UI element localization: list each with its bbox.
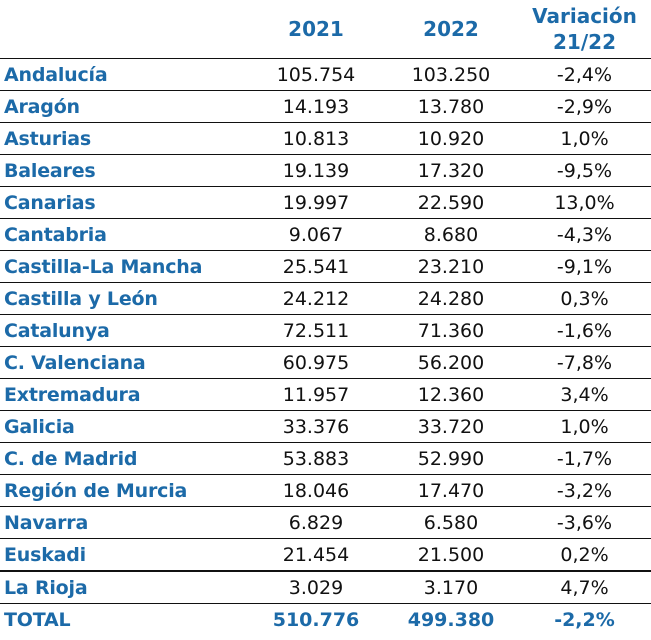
variation-cell: 1,0% [518,410,651,443]
region-cell: Cantabria [0,218,248,251]
value-2021-cell: 19.997 [248,186,384,219]
region-cell: Andalucía [0,58,248,91]
variation-cell: -1,6% [518,314,651,347]
value-2021-cell: 105.754 [248,58,384,91]
value-2022-cell: 6.580 [384,506,518,539]
value-2021-cell: 72.511 [248,314,384,347]
table-row: Catalunya 72.511 71.360 -1,6% [0,314,651,347]
region-cell: Euskadi [0,538,248,571]
region-cell: Asturias [0,122,248,155]
header-2021: 2021 [288,17,344,41]
value-2021-cell: 6.829 [248,506,384,539]
value-2021-cell: 53.883 [248,442,384,475]
value-2021-cell: 14.193 [248,90,384,123]
value-2021-cell: 19.139 [248,154,384,187]
value-2022-cell: 52.990 [384,442,518,475]
value-2022-cell: 3.170 [384,570,518,604]
table-row: Baleares 19.139 17.320 -9,5% [0,154,651,187]
header-variation: Variación 21/22 [518,0,651,59]
value-2021-cell: 10.813 [248,122,384,155]
value-2021-cell: 33.376 [248,410,384,443]
value-2022-cell: 23.210 [384,250,518,283]
value-2021-cell: 60.975 [248,346,384,379]
value-2022-cell: 22.590 [384,186,518,219]
table-row: Asturias 10.813 10.920 1,0% [0,122,651,155]
table-row: Euskadi 21.454 21.500 0,2% [0,538,651,571]
variation-cell: -9,1% [518,250,651,283]
variation-cell: 4,7% [518,570,651,604]
value-2021-cell: 9.067 [248,218,384,251]
region-cell: Castilla y León [0,282,248,315]
table-row: Cantabria 9.067 8.680 -4,3% [0,218,651,251]
region-cell: Catalunya [0,314,248,347]
region-cell: C. de Madrid [0,442,248,475]
value-2022-cell: 56.200 [384,346,518,379]
value-2021-cell: 24.212 [248,282,384,315]
value-2021-cell: 25.541 [248,250,384,283]
region-cell: Galicia [0,410,248,443]
table-row: Canarias 19.997 22.590 13,0% [0,186,651,219]
table-row: La Rioja 3.029 3.170 4,7% [0,570,651,604]
region-cell: Extremadura [0,378,248,411]
table-row: Castilla-La Mancha 25.541 23.210 -9,1% [0,250,651,283]
region-cell: La Rioja [0,570,248,604]
region-cell: Región de Murcia [0,474,248,507]
variation-cell: -7,8% [518,346,651,379]
table-row: C. Valenciana 60.975 56.200 -7,8% [0,346,651,379]
region-cell: Canarias [0,186,248,219]
region-cell: Navarra [0,506,248,539]
variation-cell: 13,0% [518,186,651,219]
header-variation-line2: 21/22 [553,30,616,54]
table-row: Castilla y León 24.212 24.280 0,3% [0,282,651,315]
value-2022-cell: 17.470 [384,474,518,507]
value-2022-cell: 24.280 [384,282,518,315]
header-2022: 2022 [423,17,479,41]
table-row: Andalucía 105.754 103.250 -2,4% [0,58,651,91]
variation-cell: 0,2% [518,538,651,571]
header-row: 2021 2022 Variación 21/22 [0,0,651,59]
value-2021-cell: 18.046 [248,474,384,507]
region-cell: Baleares [0,154,248,187]
variation-cell: 0,3% [518,282,651,315]
region-cell: Aragón [0,90,248,123]
region-cell: Castilla-La Mancha [0,250,248,283]
region-cell: C. Valenciana [0,346,248,379]
value-2022-cell: 10.920 [384,122,518,155]
variation-cell: -9,5% [518,154,651,187]
value-2022-cell: 17.320 [384,154,518,187]
header-variation-line1: Variación [532,4,637,28]
variation-cell: -2,4% [518,58,651,91]
total-row: TOTAL 510.776 499.380 -2,2% [0,603,651,635]
value-2022-cell: 21.500 [384,538,518,571]
value-2022-cell: 71.360 [384,314,518,347]
value-2022-cell: 13.780 [384,90,518,123]
variation-cell: 1,0% [518,122,651,155]
table-row: Navarra 6.829 6.580 -3,6% [0,506,651,539]
value-2022-cell: 33.720 [384,410,518,443]
value-2021-cell: 11.957 [248,378,384,411]
value-2022-cell: 12.360 [384,378,518,411]
value-2022-cell: 8.680 [384,218,518,251]
value-2021-cell: 21.454 [248,538,384,571]
variation-cell: -3,6% [518,506,651,539]
table-row: C. de Madrid 53.883 52.990 -1,7% [0,442,651,475]
region-cell: TOTAL [0,603,248,635]
variation-cell: -2,9% [518,90,651,123]
table-row: Región de Murcia 18.046 17.470 -3,2% [0,474,651,507]
table-row: Aragón 14.193 13.780 -2,9% [0,90,651,123]
value-2022-cell: 103.250 [384,58,518,91]
header-region [0,0,248,59]
table-row: Galicia 33.376 33.720 1,0% [0,410,651,443]
variation-cell: -3,2% [518,474,651,507]
value-2021-cell: 510.776 [248,603,384,635]
variation-cell: -4,3% [518,218,651,251]
variation-cell: -1,7% [518,442,651,475]
variation-cell: 3,4% [518,378,651,411]
value-2022-cell: 499.380 [384,603,518,635]
variation-cell: -2,2% [518,603,651,635]
table-row: Extremadura 11.957 12.360 3,4% [0,378,651,411]
value-2021-cell: 3.029 [248,570,384,604]
